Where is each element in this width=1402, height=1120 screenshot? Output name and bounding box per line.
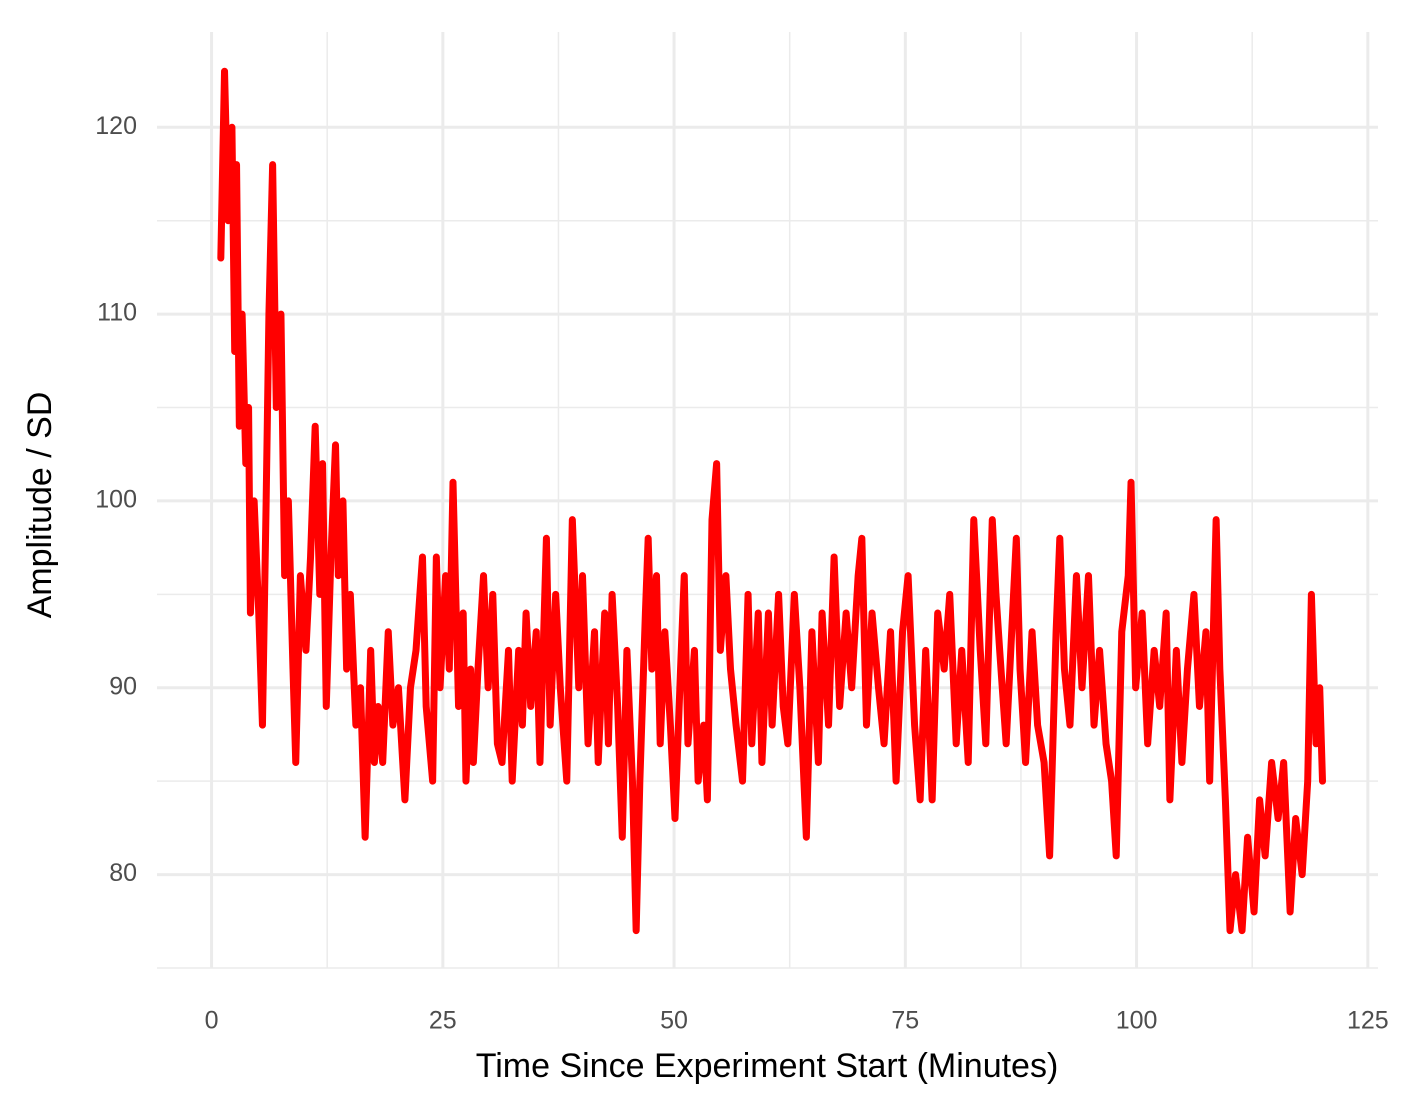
x-tick-label: 0 (205, 1007, 219, 1035)
x-tick-label: 100 (1116, 1007, 1158, 1035)
x-tick-label: 50 (660, 1007, 688, 1035)
x-tick-label: 125 (1347, 1007, 1389, 1035)
grid (157, 32, 1378, 969)
y-axis-title: Amplitude / SD (21, 392, 59, 619)
x-tick-label: 75 (891, 1007, 919, 1035)
x-axis-title: Time Since Experiment Start (Minutes) (476, 1047, 1059, 1085)
y-tick-label: 80 (109, 859, 137, 887)
y-tick-label: 110 (97, 299, 137, 327)
data-line (217, 67, 1326, 935)
axis-labels: 0 25 50 75 100 125 80 90 100 110 120 (95, 112, 1388, 1035)
y-tick-label: 120 (95, 112, 137, 140)
y-tick-label: 100 (95, 486, 137, 514)
plot-area (217, 67, 1326, 935)
x-tick-label: 25 (429, 1007, 457, 1035)
y-tick-label: 90 (109, 672, 137, 700)
